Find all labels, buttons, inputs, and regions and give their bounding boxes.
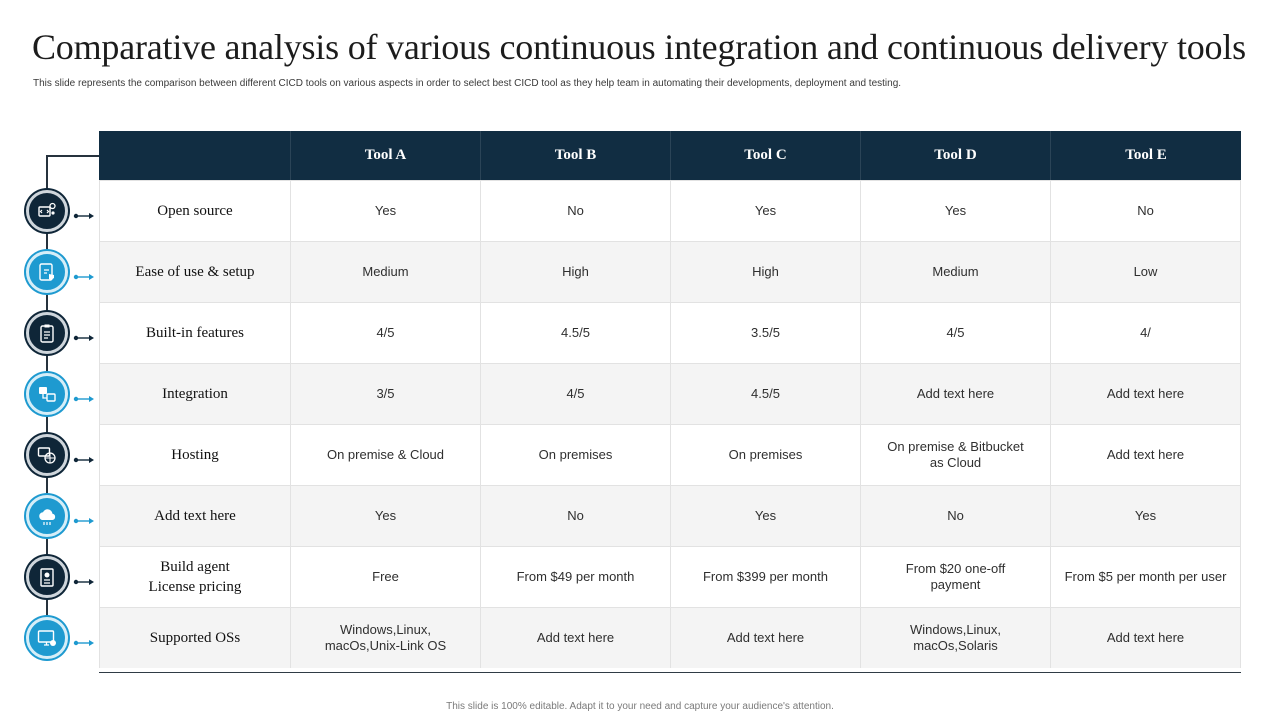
table-cell: Add text here <box>480 607 670 668</box>
table-row: Ease of use & setup Medium High High Medium L… <box>99 241 1241 302</box>
row-label: Built-in features <box>99 302 290 363</box>
row-connector-arrow <box>73 573 95 585</box>
table-cell: 4/ <box>1050 302 1241 363</box>
table-cell: On premise & Bitbucket as Cloud <box>860 424 1050 485</box>
table-cell: Yes <box>290 180 480 241</box>
table-cell: Add text here <box>1050 424 1241 485</box>
table-cell: Medium <box>290 241 480 302</box>
monitor-settings-icon <box>26 616 68 659</box>
comparison-table: Tool A Tool B Tool C Tool D Tool E Open sour… <box>99 131 1241 673</box>
page-subtitle: This slide represents the comparison bet… <box>33 78 902 89</box>
footer-note: This slide is 100% editable. Adapt it to… <box>446 701 834 712</box>
header-cell-tool: Tool B <box>480 131 670 180</box>
table-row: Supported OSs Windows,Linux, macOs,Unix-L… <box>99 607 1241 668</box>
table-cell: Windows,Linux, macOs,Unix-Link OS <box>290 607 480 668</box>
license-document-icon <box>26 555 68 598</box>
row-label: Open source <box>99 180 290 241</box>
table-cell: High <box>480 241 670 302</box>
row-connector-arrow <box>73 329 95 341</box>
row-connector-arrow <box>73 390 95 402</box>
header-cell-tool: Tool D <box>860 131 1050 180</box>
table-cell: 4/5 <box>290 302 480 363</box>
touch-setup-icon <box>26 250 68 293</box>
table-row: Open source Yes No Yes Yes No <box>99 180 1241 241</box>
row-connector-arrow <box>73 268 95 280</box>
code-settings-icon <box>26 189 68 232</box>
table-cell: 3.5/5 <box>670 302 860 363</box>
table-cell: 4.5/5 <box>480 302 670 363</box>
table-cell: No <box>1050 180 1241 241</box>
table-row: Build agent License pricing Free From $49 … <box>99 546 1241 607</box>
header-cell-tool: Tool A <box>290 131 480 180</box>
table-cell: No <box>860 485 1050 546</box>
table-cell: Windows,Linux, macOs,Solaris <box>860 607 1050 668</box>
table-row: Built-in features 4/5 4.5/5 3.5/5 4/5 4/ <box>99 302 1241 363</box>
header-cell-tool: Tool C <box>670 131 860 180</box>
row-connector-arrow <box>73 634 95 646</box>
header-cell-tool: Tool E <box>1050 131 1241 180</box>
table-header-row: Tool A Tool B Tool C Tool D Tool E <box>99 131 1241 180</box>
table-cell: Add text here <box>1050 607 1241 668</box>
hosting-globe-icon <box>26 433 68 476</box>
table-cell: On premises <box>480 424 670 485</box>
row-connector-arrow <box>73 451 95 463</box>
table-cell: 4.5/5 <box>670 363 860 424</box>
table-cell: 3/5 <box>290 363 480 424</box>
table-cell: Yes <box>290 485 480 546</box>
table-cell: Add text here <box>670 607 860 668</box>
clipboard-icon <box>26 311 68 354</box>
row-label: Integration <box>99 363 290 424</box>
table-cell: No <box>480 180 670 241</box>
cloud-icon <box>26 494 68 537</box>
table-cell: 4/5 <box>480 363 670 424</box>
table-cell: On premise & Cloud <box>290 424 480 485</box>
table-cell: From $49 per month <box>480 546 670 607</box>
row-label: Build agent License pricing <box>99 546 290 607</box>
row-label: Supported OSs <box>99 607 290 668</box>
table-row: Hosting On premise & Cloud On premises On p… <box>99 424 1241 485</box>
table-cell: On premises <box>670 424 860 485</box>
row-label: Ease of use & setup <box>99 241 290 302</box>
timeline-top-connector <box>46 155 100 157</box>
table-cell: Add text here <box>1050 363 1241 424</box>
table-cell: Low <box>1050 241 1241 302</box>
table-cell: From $20 one-off payment <box>860 546 1050 607</box>
row-connector-arrow <box>73 512 95 524</box>
table-cell: Yes <box>670 485 860 546</box>
table-cell: No <box>480 485 670 546</box>
integration-icon <box>26 372 68 415</box>
table-row: Add text here Yes No Yes No Yes <box>99 485 1241 546</box>
table-cell: From $5 per month per user <box>1050 546 1241 607</box>
table-cell: Yes <box>1050 485 1241 546</box>
table-cell: From $399 per month <box>670 546 860 607</box>
table-cell: Free <box>290 546 480 607</box>
page-title: Comparative analysis of various continuo… <box>32 27 1246 67</box>
table-cell: Add text here <box>860 363 1050 424</box>
table-cell: Yes <box>860 180 1050 241</box>
row-connector-arrow <box>73 207 95 219</box>
header-cell-empty <box>99 131 290 180</box>
table-cell: High <box>670 241 860 302</box>
row-label: Add text here <box>99 485 290 546</box>
table-cell: Yes <box>670 180 860 241</box>
table-cell: Medium <box>860 241 1050 302</box>
table-row: Integration 3/5 4/5 4.5/5 Add text here Add t… <box>99 363 1241 424</box>
row-label: Hosting <box>99 424 290 485</box>
table-cell: 4/5 <box>860 302 1050 363</box>
